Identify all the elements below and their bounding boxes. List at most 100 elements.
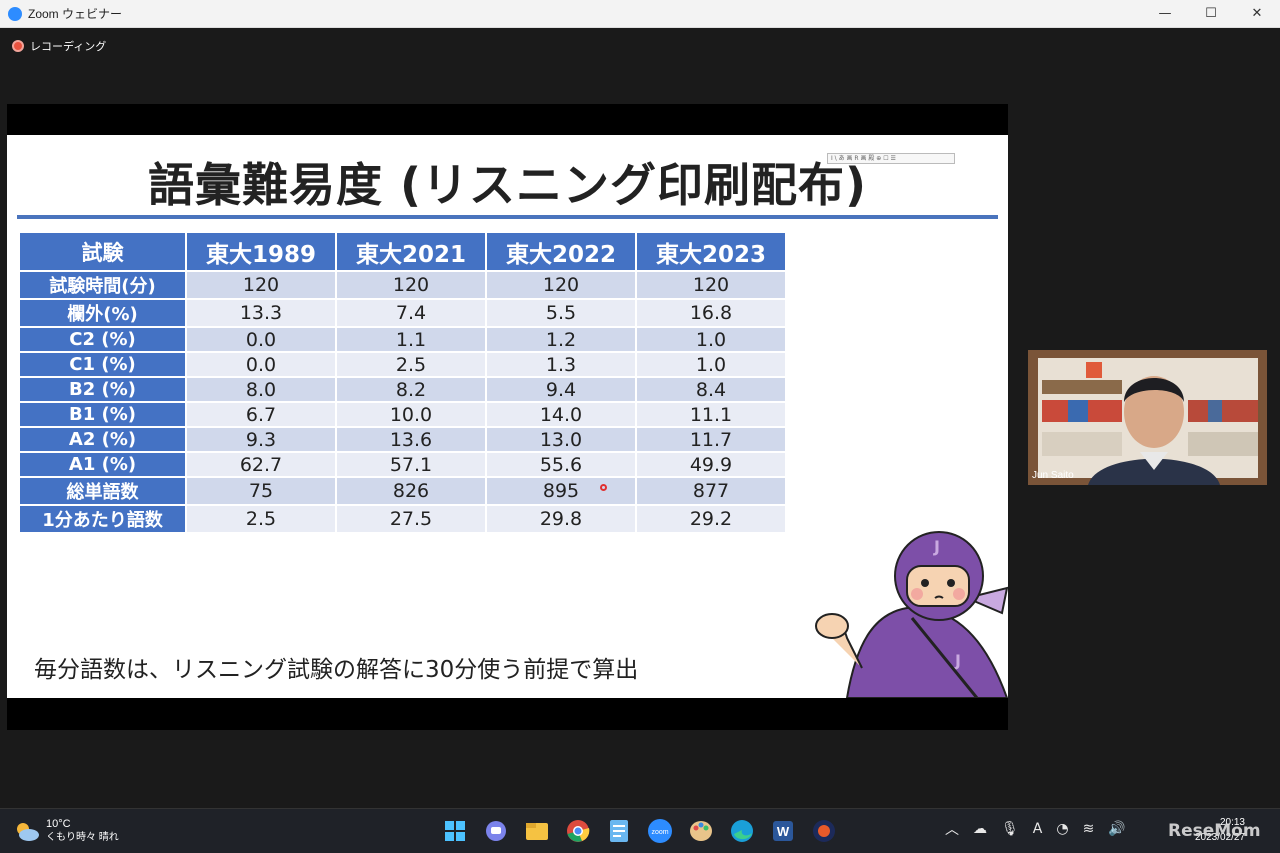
value-cell: 1.0: [637, 353, 785, 376]
wifi-icon[interactable]: ≋: [1082, 821, 1095, 837]
slide: 語彙難易度 (リスニング印刷配布) I \ あ 画 R 画 殿 ⊕ ☐ ☰ 試験…: [7, 135, 1008, 698]
paint-icon[interactable]: [687, 817, 715, 845]
value-cell: 5.5: [487, 300, 635, 326]
weather-widget[interactable]: 10°C くもり時々 晴れ: [14, 817, 119, 845]
value-cell: 2.5: [337, 353, 485, 376]
word-icon-label: W: [777, 824, 790, 839]
vocabulary-table: 試験 東大1989 東大2021 東大2022 東大2023 試験時間(分) 12…: [18, 231, 787, 534]
zoom-icon[interactable]: zoom: [646, 817, 674, 845]
value-cell: 8.4: [637, 378, 785, 401]
value-cell: 13.6: [337, 428, 485, 451]
row-label-cell: A1 (%): [20, 453, 185, 476]
value-cell: 57.1: [337, 453, 485, 476]
mascot-letter: J: [933, 537, 940, 556]
value-cell: 877: [637, 478, 785, 504]
value-cell: 120: [337, 272, 485, 298]
system-clock[interactable]: 20:13 2023/02/27: [1195, 815, 1245, 845]
speaker-video-tile[interactable]: Jun Saito: [1028, 350, 1267, 485]
value-cell: 895: [487, 478, 635, 504]
table-header-cell: 試験: [20, 233, 185, 270]
value-cell: 120: [187, 272, 335, 298]
volume-icon[interactable]: 🔊: [1108, 821, 1126, 837]
chevron-up-icon[interactable]: ︿: [945, 822, 959, 838]
value-cell: 1.1: [337, 328, 485, 351]
cloud-icon[interactable]: ☁: [973, 821, 987, 837]
recording-indicator[interactable]: レコーディング: [12, 38, 106, 54]
watermark: ReseMom: [1168, 821, 1261, 841]
clock-date: 2023/02/27: [1195, 832, 1246, 843]
row-label-cell: 欄外(%): [20, 300, 185, 326]
window-title: Zoom ウェビナー: [28, 7, 123, 21]
weather-temp: 10°C: [46, 818, 71, 830]
value-cell: 7.4: [337, 300, 485, 326]
value-cell: 11.7: [637, 428, 785, 451]
value-cell: 120: [487, 272, 635, 298]
value-cell: 49.9: [637, 453, 785, 476]
window-controls: — ☐ ✕: [1142, 0, 1280, 28]
value-cell: 11.1: [637, 403, 785, 426]
table-header-cell: 東大2021: [337, 233, 485, 270]
recording-label: レコーディング: [30, 41, 107, 53]
file-explorer-icon[interactable]: [523, 817, 551, 845]
value-cell: 8.0: [187, 378, 335, 401]
windows-start-icon[interactable]: [441, 817, 469, 845]
weather-desc: くもり時々 晴れ: [46, 832, 119, 843]
chrome-icon[interactable]: [564, 817, 592, 845]
notepad-icon[interactable]: [605, 817, 633, 845]
clock-icon[interactable]: ◔: [1056, 821, 1069, 837]
table-header-cell: 東大2022: [487, 233, 635, 270]
value-cell: 9.4: [487, 378, 635, 401]
close-button[interactable]: ✕: [1251, 6, 1263, 21]
weather-cloud-sun-icon: [17, 823, 39, 841]
row-label-cell: 試験時間(分): [20, 272, 185, 298]
slide-footnote: 毎分語数は、リスニング試験の解答に30分使う前提で算出: [34, 657, 639, 683]
teams-chat-icon[interactable]: [482, 817, 510, 845]
value-cell: 10.0: [337, 403, 485, 426]
row-label-cell: B1 (%): [20, 403, 185, 426]
system-tray: ︿ ☁ 🎙 A ◔ ≋ 🔊: [945, 819, 1140, 839]
title-divider: [17, 215, 998, 219]
table-row: B1 (%) 6.7 10.0 14.0 11.1: [20, 403, 785, 426]
app-icon[interactable]: [810, 817, 838, 845]
value-cell: 1.3: [487, 353, 635, 376]
value-cell: 13.0: [487, 428, 635, 451]
table-row: 欄外(%) 13.3 7.4 5.5 16.8: [20, 300, 785, 326]
row-label-cell: 1分あたり語数: [20, 506, 185, 532]
participant-name: Jun Saito: [1032, 470, 1074, 481]
maximize-button[interactable]: ☐: [1205, 6, 1217, 21]
row-label-cell: C2 (%): [20, 328, 185, 351]
value-cell: 2.5: [187, 506, 335, 532]
table-header-cell: 東大2023: [637, 233, 785, 270]
value-cell: 826: [337, 478, 485, 504]
record-icon: [12, 40, 24, 52]
slide-title: 語彙難易度 (リスニング印刷配布): [147, 158, 868, 212]
row-label-cell: 総単語数: [20, 478, 185, 504]
value-cell: 1.2: [487, 328, 635, 351]
ime-icon[interactable]: A: [1032, 821, 1043, 837]
minimize-button[interactable]: —: [1158, 6, 1172, 21]
value-cell: 120: [637, 272, 785, 298]
value-cell: 1.0: [637, 328, 785, 351]
zoom-logo-icon: [8, 6, 22, 21]
annotation-mini-toolbar[interactable]: I \ あ 画 R 画 殿 ⊕ ☐ ☰: [827, 153, 955, 164]
value-cell: 6.7: [187, 403, 335, 426]
value-cell: 8.2: [337, 378, 485, 401]
table-row: 試験時間(分) 120 120 120 120: [20, 272, 785, 298]
taskbar-apps: zoom W: [441, 817, 851, 845]
microphone-icon[interactable]: 🎙: [1001, 821, 1019, 837]
value-cell: 9.3: [187, 428, 335, 451]
value-cell: 27.5: [337, 506, 485, 532]
word-icon[interactable]: W: [769, 817, 797, 845]
zoom-icon-label: zoom: [651, 829, 668, 836]
taskbar: 10°C くもり時々 晴れ zoom W: [0, 808, 1280, 853]
edge-icon[interactable]: [728, 817, 756, 845]
webinar-view: レコーディング 語彙難易度 (リスニング印刷配布) I \ あ 画 R 画 殿 …: [0, 28, 1280, 808]
table-row: A2 (%) 9.3 13.6 13.0 11.7: [20, 428, 785, 451]
table-row: C2 (%) 0.0 1.1 1.2 1.0: [20, 328, 785, 351]
table-row: A1 (%) 62.7 57.1 55.6 49.9: [20, 453, 785, 476]
clock-time: 20:13: [1219, 817, 1245, 828]
table-row: 総単語数 75 826 895 877: [20, 478, 785, 504]
table-header-row: 試験 東大1989 東大2021 東大2022 東大2023: [20, 233, 785, 270]
value-cell: 0.0: [187, 328, 335, 351]
value-cell: 75: [187, 478, 335, 504]
